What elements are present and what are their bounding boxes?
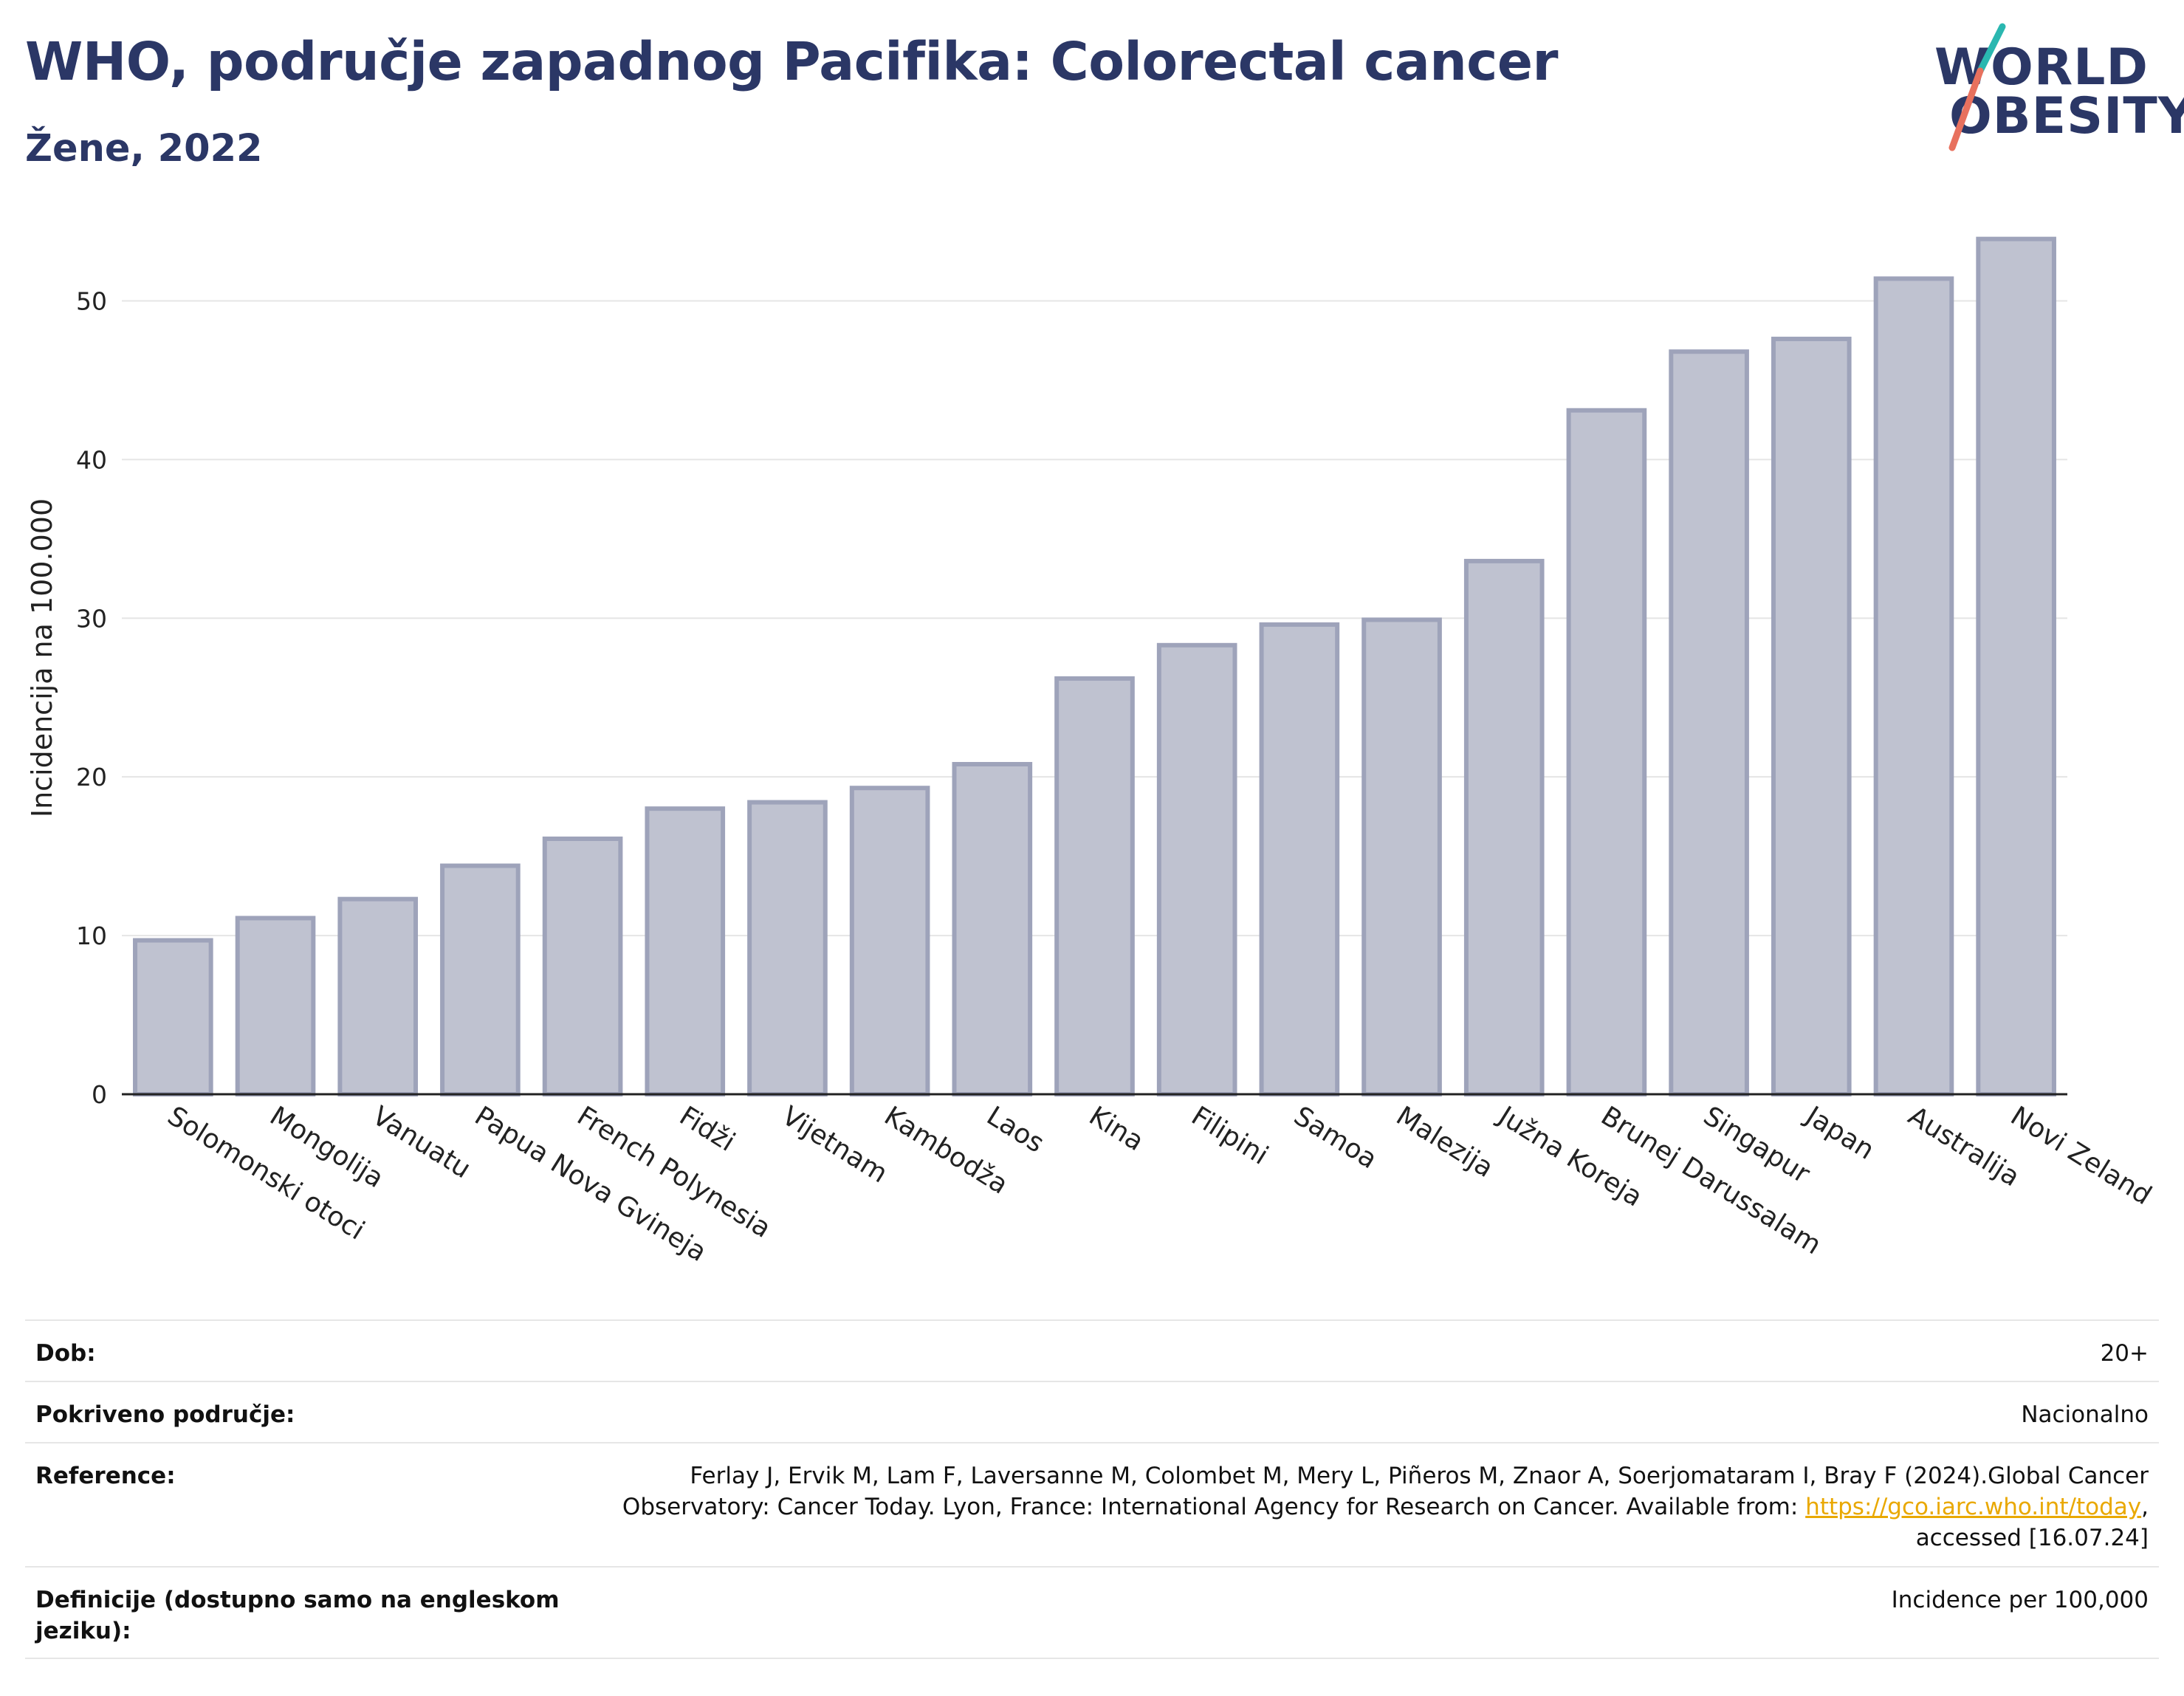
reference-line-2-text: Observatory: Cancer Today. Lyon, France:… <box>622 1494 1806 1520</box>
reference-line-1: Ferlay J, Ervik M, Lam F, Laversanne M, … <box>690 1463 2149 1489</box>
info-row-definitions: Definicije (dostupno samo na engleskom j… <box>25 1566 2159 1658</box>
bar[interactable] <box>133 938 213 1097</box>
bar[interactable] <box>337 896 419 1096</box>
chart-title: WHO, područje zapadnog Pacifika: Colorec… <box>25 31 1559 92</box>
reference-line-2-tail: , <box>2141 1494 2149 1520</box>
bars <box>133 236 2056 1097</box>
bar[interactable] <box>645 806 726 1096</box>
info-table: Dob: 20+ Pokriveno područje: Nacionalno … <box>25 1319 2159 1658</box>
bar[interactable] <box>542 836 623 1096</box>
bar[interactable] <box>235 916 316 1097</box>
info-row-age: Dob: 20+ <box>25 1319 2159 1381</box>
definitions-label: Definicije (dostupno samo na engleskom j… <box>35 1585 560 1647</box>
definitions-label-line-1: Definicije (dostupno samo na engleskom <box>35 1587 560 1613</box>
bar[interactable] <box>1463 558 1545 1096</box>
bar[interactable] <box>440 863 521 1096</box>
x-tick-label: Australija <box>1903 1101 2025 1192</box>
coverage-value: Nacionalno <box>2021 1401 2149 1428</box>
y-tick-label: 40 <box>76 445 107 474</box>
logo-slash-icon <box>1948 23 2006 151</box>
reference-line-3: accessed [16.07.24] <box>1915 1525 2149 1551</box>
reference-value: Ferlay J, Ervik M, Lam F, Laversanne M, … <box>622 1460 2149 1553</box>
definitions-value: Incidence per 100,000 <box>1891 1587 2149 1613</box>
x-tick-label: Fidži <box>674 1101 740 1158</box>
y-tick-label: 30 <box>76 604 107 633</box>
x-tick-label: Kina <box>1084 1101 1149 1157</box>
coverage-label: Pokriveno područje: <box>35 1401 295 1428</box>
reference-label: Reference: <box>35 1463 176 1489</box>
bar[interactable] <box>1361 617 1442 1096</box>
reference-link[interactable]: https://gco.iarc.who.int/today <box>1805 1494 2142 1520</box>
logo-text-world: WORLD <box>1934 38 2149 97</box>
table-bottom-rule <box>25 1658 2159 1659</box>
bar[interactable] <box>952 761 1033 1096</box>
logo-text-obesity: OBESITY <box>1949 87 2184 145</box>
x-tick-label: Vijetnam <box>777 1101 893 1189</box>
bar[interactable] <box>1976 236 2056 1096</box>
info-row-coverage: Pokriveno područje: Nacionalno <box>25 1381 2159 1442</box>
x-tick-label: Laos <box>981 1101 1049 1159</box>
chart-subtitle: Žene, 2022 <box>25 127 263 171</box>
info-row-reference: Reference: Ferlay J, Ervik M, Lam F, Lav… <box>25 1442 2159 1566</box>
bar[interactable] <box>1771 337 1852 1097</box>
y-tick-label: 20 <box>76 763 107 792</box>
bar[interactable] <box>1259 622 1340 1096</box>
bar[interactable] <box>1156 642 1237 1096</box>
bar[interactable] <box>849 786 930 1096</box>
x-tick-label: Malezija <box>1391 1101 1499 1184</box>
bar[interactable] <box>1669 349 1749 1096</box>
bar[interactable] <box>1566 408 1647 1096</box>
bar[interactable] <box>1054 676 1135 1096</box>
age-value: 20+ <box>2100 1340 2149 1367</box>
bar[interactable] <box>747 800 828 1096</box>
y-tick-label: 50 <box>76 286 107 315</box>
reference-line-2: Observatory: Cancer Today. Lyon, France:… <box>622 1491 2149 1522</box>
y-tick-label: 10 <box>76 921 107 950</box>
x-tick-label: Filipini <box>1186 1101 1273 1171</box>
y-tick-label: 0 <box>92 1080 107 1109</box>
x-tick-label: Solomonski otoci <box>162 1101 370 1246</box>
age-label: Dob: <box>35 1340 96 1367</box>
x-tick-label: Novi Zeland <box>2005 1101 2157 1211</box>
y-axis-label: Incidencija na 100.000 <box>26 498 58 817</box>
bar[interactable] <box>1873 276 1954 1096</box>
x-tick-label: Samoa <box>1288 1101 1382 1175</box>
definitions-label-line-2: jeziku): <box>35 1618 131 1644</box>
world-obesity-logo[interactable]: WORLD OBESITY <box>1920 21 2184 161</box>
x-tick-label: Japan <box>1799 1100 1880 1166</box>
